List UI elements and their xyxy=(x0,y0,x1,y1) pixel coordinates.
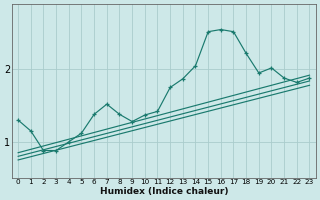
X-axis label: Humidex (Indice chaleur): Humidex (Indice chaleur) xyxy=(100,187,228,196)
